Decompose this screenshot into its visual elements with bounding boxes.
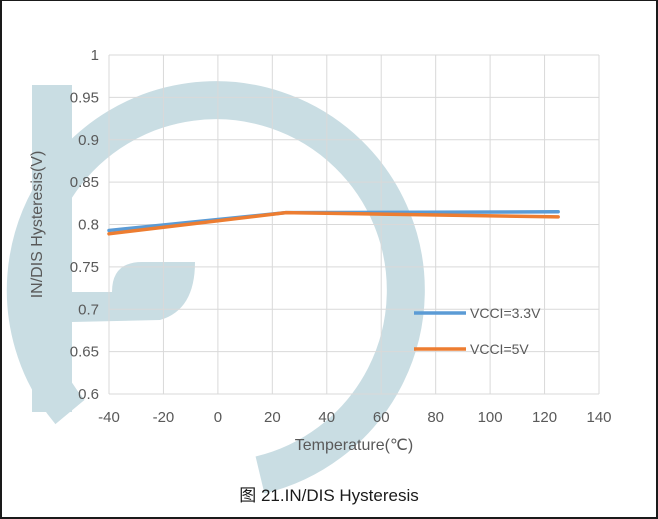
y-tick-label: 0.9: [78, 132, 99, 149]
y-tick-label: 0.95: [70, 89, 99, 106]
x-tick-label: -20: [153, 409, 175, 426]
y-axis-ticks: 0.6 0.65 0.7 0.75 0.8 0.85 0.9 0.95 1: [70, 47, 99, 403]
x-axis-ticks: -40 -20 0 20 40 60 80 100 120 140: [98, 409, 611, 426]
legend: VCCI=3.3V VCCI=5V: [414, 305, 541, 357]
x-tick-label: -40: [98, 409, 120, 426]
x-tick-label: 80: [427, 409, 444, 426]
watermark-letter: [32, 85, 195, 412]
x-tick-label: 140: [586, 409, 611, 426]
y-tick-label: 0.6: [78, 386, 99, 403]
x-tick-label: 120: [532, 409, 557, 426]
x-tick-label: 100: [478, 409, 503, 426]
legend-label: VCCI=3.3V: [470, 305, 541, 321]
x-tick-label: 40: [318, 409, 335, 426]
x-tick-label: 0: [214, 409, 222, 426]
figure-caption: 图 21.IN/DIS Hysteresis: [239, 486, 419, 505]
legend-label: VCCI=5V: [470, 341, 529, 357]
y-tick-label: 0.7: [78, 301, 99, 318]
y-tick-label: 0.65: [70, 344, 99, 361]
y-tick-label: 0.8: [78, 217, 99, 234]
x-tick-label: 60: [373, 409, 390, 426]
y-tick-label: 0.75: [70, 259, 99, 276]
y-axis-title: IN/DIS Hysteresis(V): [29, 151, 46, 299]
y-tick-label: 0.85: [70, 174, 99, 191]
series-line: [107, 210, 560, 236]
series: [107, 210, 560, 236]
y-tick-label: 1: [91, 47, 99, 64]
x-axis-title: Temperature(℃): [295, 437, 413, 454]
x-tick-label: 20: [264, 409, 281, 426]
